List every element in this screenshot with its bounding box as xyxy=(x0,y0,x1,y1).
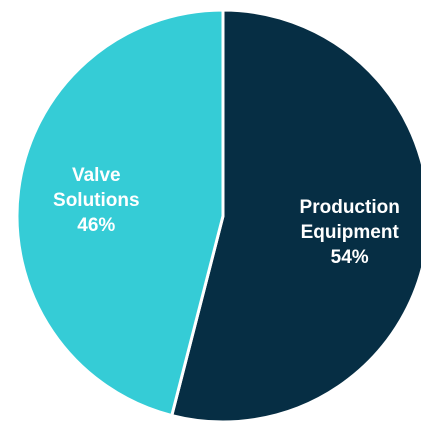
pie-slices xyxy=(15,8,421,424)
pie-label-percent: 54% xyxy=(331,247,369,268)
pie-label-percent: 46% xyxy=(77,215,115,236)
pie-labels: Production Equipment 54% Valve Solutions 46% xyxy=(53,165,400,268)
pie-label-valve-solutions: Valve Solutions 46% xyxy=(53,165,140,236)
pie-label-line: Production xyxy=(300,197,400,218)
pie-label-line: Solutions xyxy=(53,190,140,211)
pie-label-production-equipment: Production Equipment 54% xyxy=(300,197,400,268)
pie-label-line: Valve xyxy=(72,165,121,186)
pie-slice-valve-solutions xyxy=(15,8,225,418)
pie-label-line: Equipment xyxy=(301,222,400,243)
pie-slice-production-equipment xyxy=(170,8,421,424)
